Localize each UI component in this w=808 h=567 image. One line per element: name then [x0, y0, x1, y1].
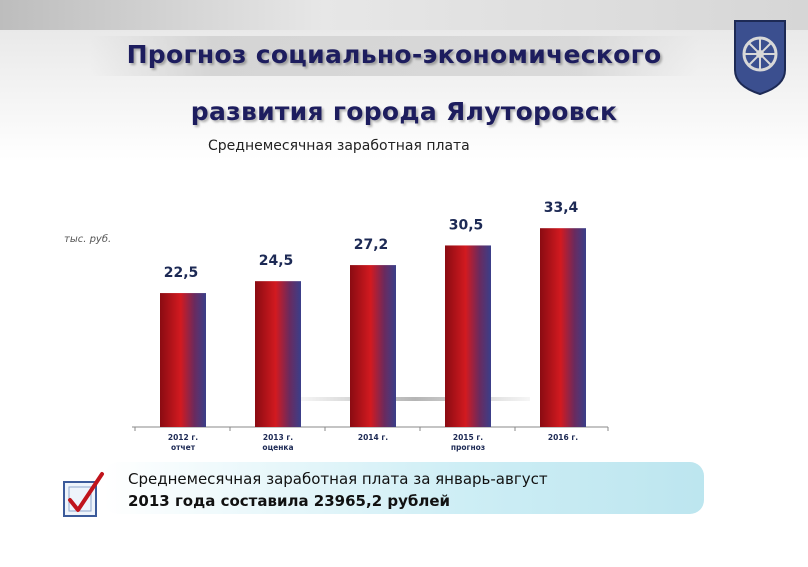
- bar-3: [445, 245, 491, 427]
- x-tick-label-1-1: оценка: [262, 443, 293, 452]
- title-bar: [90, 36, 698, 76]
- y-axis-unit: тыс. руб.: [64, 234, 112, 245]
- x-tick-label-1-0: 2013 г.: [263, 433, 293, 442]
- bars-group: 22,5 2012 г.отчет 24,5 2013 г.оценка 27,2 201…: [134, 200, 609, 452]
- x-tick-label-0-1: отчет: [171, 443, 196, 452]
- x-tick-label-4-0: 2016 г.: [548, 433, 578, 442]
- bar-4: [540, 228, 586, 427]
- x-tick-label-0-0: 2012 г.: [168, 433, 198, 442]
- bar-2: [350, 265, 396, 427]
- bar-0: [160, 293, 206, 427]
- bar-1: [255, 281, 301, 427]
- checkbox-check-icon: [63, 472, 104, 517]
- page-title-line2: развития города Ялуторовск: [190, 97, 618, 126]
- note-text: Среднемесячная заработная плата за январ…: [128, 468, 688, 512]
- value-label-0: 22,5: [164, 265, 199, 281]
- top-band: [0, 0, 808, 30]
- value-label-3: 30,5: [449, 217, 484, 233]
- x-tick-label-2-0: 2014 г.: [358, 433, 388, 442]
- chart-title: Среднемесячная заработная плата: [208, 138, 470, 154]
- value-label-1: 24,5: [259, 253, 294, 269]
- page-title-line1: Прогноз социально-экономического: [126, 40, 662, 69]
- x-tick-label-3-0: 2015 г.: [453, 433, 483, 442]
- x-tick-label-3-1: прогноз: [451, 443, 485, 452]
- city-crest-wheel-icon: [734, 20, 786, 96]
- note-box: [104, 462, 704, 514]
- value-label-2: 27,2: [354, 237, 389, 253]
- value-label-4: 33,4: [544, 200, 579, 216]
- note-line2: 2013 года составила 23965,2 рублей: [128, 492, 451, 510]
- floor-highlight: [300, 397, 530, 401]
- note-line1: Среднемесячная заработная плата за январ…: [128, 470, 548, 488]
